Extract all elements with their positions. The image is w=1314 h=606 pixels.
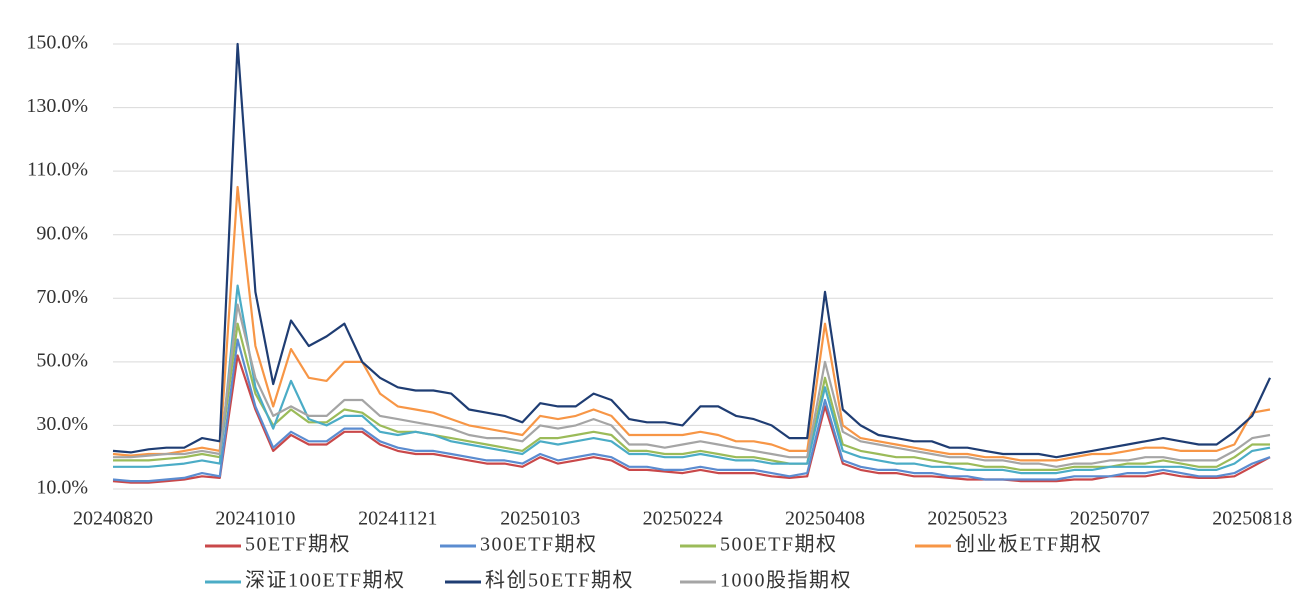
y-tick-label: 10.0%: [36, 477, 88, 499]
series-line: [113, 303, 1271, 468]
legend-label: 深证100ETF期权: [245, 569, 406, 592]
x-tick-label: 20250103: [500, 508, 580, 530]
y-tick-label: 110.0%: [27, 159, 88, 181]
series-line: [112, 338, 1271, 483]
x-tick-label: 20240820: [73, 508, 153, 530]
x-tick-label: 20250818: [1212, 508, 1292, 530]
legend-label: 科创50ETF期权: [485, 569, 634, 592]
legend-label: 创业板ETF期权: [955, 533, 1103, 556]
series-line: [112, 185, 1271, 462]
y-tick-label: 70.0%: [36, 286, 88, 308]
x-tick-label: 20250408: [785, 508, 865, 530]
series-line: [112, 354, 1271, 484]
x-tick-label: 20250224: [643, 508, 723, 530]
y-tick-label: 130.0%: [26, 95, 88, 117]
y-tick-label: 150.0%: [26, 32, 88, 54]
series-line: [112, 42, 1271, 459]
y-tick-label: 90.0%: [36, 222, 88, 244]
legend-label: 50ETF期权: [245, 533, 351, 556]
y-tick-label: 30.0%: [36, 413, 88, 435]
y-tick-label: 50.0%: [36, 349, 88, 371]
legend-label: 500ETF期权: [720, 533, 838, 556]
x-tick-label: 20250523: [927, 508, 1007, 530]
series-line: [113, 284, 1271, 475]
x-tick-label: 20250707: [1070, 508, 1150, 530]
series-line: [113, 322, 1270, 471]
legend-label: 300ETF期权: [480, 533, 598, 556]
x-tick-label: 20241121: [358, 508, 437, 530]
legend-label: 1000股指期权: [720, 569, 852, 592]
x-tick-label: 20241010: [215, 508, 295, 530]
